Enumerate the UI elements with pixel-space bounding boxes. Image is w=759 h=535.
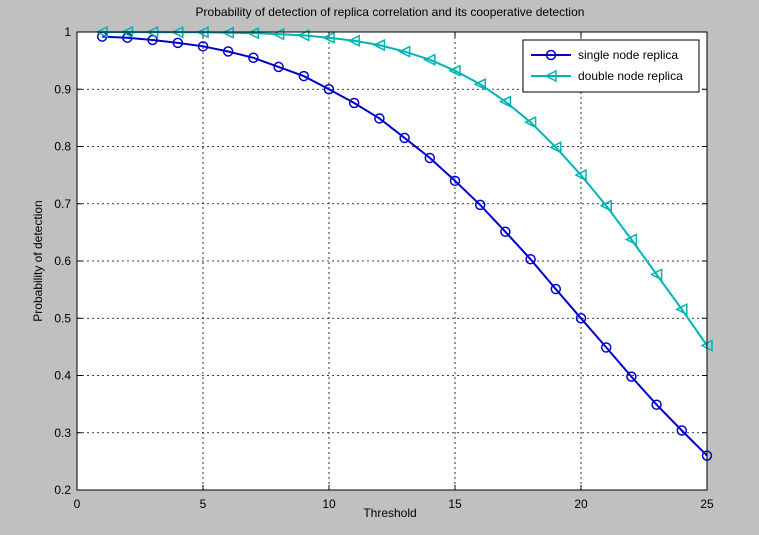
data-point xyxy=(626,371,637,382)
data-point xyxy=(348,97,360,109)
legend-marker-double xyxy=(544,69,557,83)
data-point xyxy=(574,168,587,182)
legend: single node replica double node replica xyxy=(522,39,700,93)
legend-marker-single xyxy=(545,49,557,61)
tick-labels: 0 5 10 15 20 25 0.2 0.3 0.4 0.5 0.6 0.7 0.8 0.9 1 xyxy=(54,25,714,511)
data-point xyxy=(649,268,663,281)
data-point xyxy=(372,38,386,52)
legend-label-single: single node replica xyxy=(578,48,678,62)
x-tick-label: 5 xyxy=(200,497,207,511)
data-point xyxy=(474,199,486,211)
data-point xyxy=(575,313,587,324)
series-0 xyxy=(96,31,713,461)
data-point xyxy=(473,77,486,91)
data-point xyxy=(525,254,536,265)
data-point xyxy=(322,31,335,44)
legend-label-double: double node replica xyxy=(578,69,683,83)
data-point xyxy=(298,70,310,82)
data-point xyxy=(122,32,133,43)
y-tick-label: 0.2 xyxy=(54,483,71,497)
x-tick-label: 20 xyxy=(574,497,588,511)
data-point xyxy=(423,53,436,66)
legend-box xyxy=(522,39,700,93)
y-axis-label: Probability of detection xyxy=(31,200,45,321)
data-point xyxy=(449,175,461,187)
y-tick-label: 0.6 xyxy=(54,254,71,268)
data-point xyxy=(448,64,461,77)
data-point xyxy=(222,46,234,57)
data-point xyxy=(498,95,512,108)
data-point xyxy=(273,61,284,73)
axes-box xyxy=(76,31,708,491)
x-tick-label: 15 xyxy=(448,497,462,511)
data-point xyxy=(147,34,158,46)
data-point xyxy=(172,37,184,49)
data-point xyxy=(675,303,688,316)
x-tick-label: 10 xyxy=(322,497,336,511)
y-tick-label: 0.7 xyxy=(54,197,71,211)
data-point xyxy=(600,342,612,353)
data-point xyxy=(221,26,234,39)
y-tick-label: 0.8 xyxy=(54,140,71,154)
data-point xyxy=(523,116,537,129)
data-point xyxy=(549,141,562,154)
data-point xyxy=(624,233,638,246)
y-tick-label: 1 xyxy=(64,25,71,39)
data-point xyxy=(374,113,385,124)
data-point xyxy=(246,26,260,40)
data-point xyxy=(397,45,411,58)
data-point xyxy=(550,283,562,295)
data-point xyxy=(424,152,436,164)
data-point xyxy=(297,29,310,42)
y-tick-label: 0.3 xyxy=(54,426,71,440)
y-tick-label: 0.4 xyxy=(54,369,71,383)
data-point xyxy=(676,425,688,436)
data-point xyxy=(323,84,335,95)
x-tick-label: 0 xyxy=(74,497,81,511)
chart-title: Probability of detection of replica corr… xyxy=(196,5,585,19)
y-tick-label: 0.9 xyxy=(54,82,71,96)
data-point xyxy=(248,52,259,64)
data-point xyxy=(500,226,511,238)
data-point xyxy=(599,199,612,212)
data-point xyxy=(347,34,360,47)
data-point xyxy=(197,41,209,52)
series-line xyxy=(102,35,708,457)
x-tick-label: 25 xyxy=(700,497,714,511)
data-point xyxy=(399,132,410,144)
x-axis-label: Threshold xyxy=(363,506,416,520)
y-tick-label: 0.5 xyxy=(54,311,71,325)
data-point xyxy=(651,399,662,410)
